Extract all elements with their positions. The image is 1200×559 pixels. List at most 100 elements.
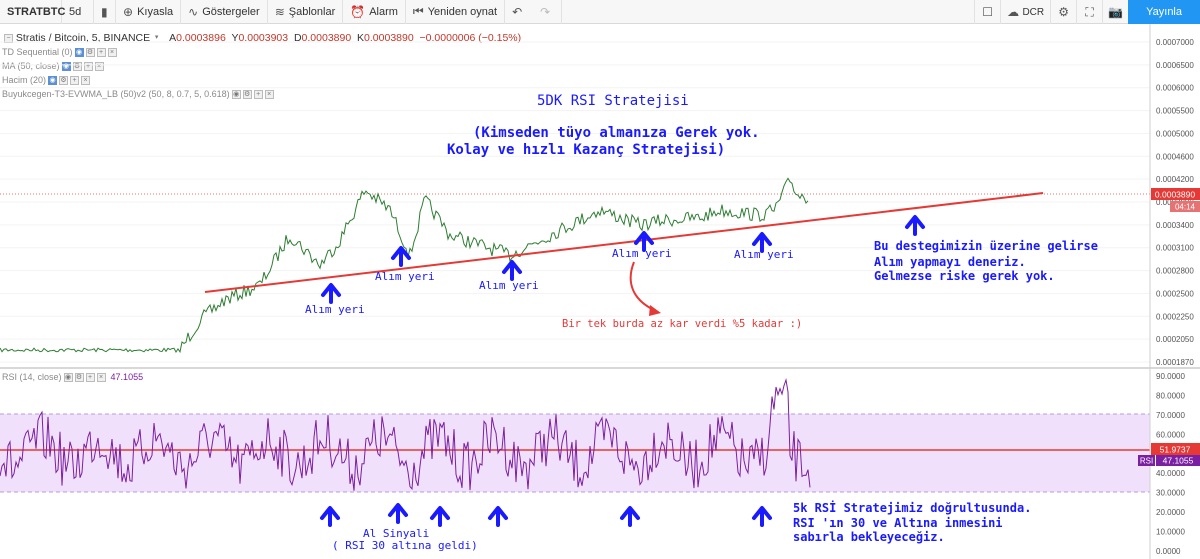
price-tick-label: 0.0002250 [1156, 312, 1194, 321]
undo-button[interactable]: ↶ [505, 0, 533, 24]
indicator-wave-icon: ∿ [188, 4, 199, 19]
up-arrow-icon[interactable] [391, 246, 411, 267]
remove-icon[interactable]: × [94, 61, 104, 71]
last-price-badge [1151, 188, 1200, 200]
right-note-3[interactable]: Gelmezse riske gerek yok. [874, 269, 1055, 283]
settings-icon[interactable]: ⚙ [74, 372, 84, 382]
settings-icon[interactable]: ⚙ [59, 75, 69, 85]
annotation-title[interactable]: 5DK RSI Stratejisi [537, 93, 689, 109]
eye-icon[interactable]: ◉ [61, 61, 71, 71]
annotation-subtitle-1[interactable]: (Kimseden tüyo almanıza Gerek yok. [473, 125, 760, 141]
currency-label: DCR [1022, 6, 1045, 18]
add-icon[interactable]: + [70, 75, 80, 85]
publish-label: Yayınla [1146, 6, 1182, 18]
settings-icon[interactable]: ⚙ [242, 89, 252, 99]
rsi-legend[interactable]: RSI (14, close) ◉ ⚙ + × 47.1055 [2, 372, 143, 382]
up-arrow-icon[interactable] [430, 506, 450, 527]
redo-button[interactable]: ↷ [533, 0, 563, 24]
up-arrow-icon[interactable] [634, 231, 654, 252]
up-arrow-icon[interactable] [502, 260, 522, 281]
remove-icon[interactable]: × [81, 75, 91, 85]
rsi-tick-label: 40.0000 [1156, 469, 1185, 478]
rsi-axis[interactable]: 90.000080.000070.000060.000050.000040.00… [1138, 372, 1200, 556]
rsi-note-1[interactable]: 5k RSİ Stratejimiz doğrultusunda. [793, 500, 1031, 515]
buy-spot-label-3[interactable]: Alım yeri [479, 279, 539, 292]
settings-icon[interactable]: ⚙ [72, 61, 82, 71]
buy-spot-label-4[interactable]: Alım yeri [612, 247, 672, 260]
buy-spot-label-1[interactable]: Alım yeri [305, 303, 365, 316]
templates-label: Şablonlar [288, 5, 336, 18]
support-trend-line[interactable] [204, 192, 1044, 293]
up-arrows[interactable] [320, 215, 925, 527]
up-arrow-icon[interactable] [752, 232, 772, 253]
signal-label-1[interactable]: Al Sinyali [363, 527, 429, 540]
alarm-label: Alarm [369, 5, 398, 18]
rsi-value-badge [1156, 455, 1200, 466]
square-icon: ☐ [982, 5, 993, 19]
red-curved-arrow[interactable] [629, 261, 657, 312]
rsi-note-2[interactable]: RSI 'ın 30 ve Altına inmesini [793, 516, 1003, 530]
replay-button[interactable]: ⏮ Yeniden oynat [406, 0, 506, 24]
indicators-button[interactable]: ∿ Göstergeler [181, 0, 268, 24]
rsi-pane[interactable] [0, 378, 1150, 493]
price-tick-label: 0.0005000 [1156, 129, 1194, 138]
up-arrow-icon[interactable] [752, 506, 772, 527]
price-grid [0, 41, 1150, 363]
cloud-layout-button[interactable]: ☁ DCR [1000, 0, 1050, 24]
settings-button[interactable]: ⚙ [1050, 0, 1076, 24]
right-note-2[interactable]: Alım yapmayı deneriz. [874, 255, 1026, 269]
remove-icon[interactable]: × [107, 47, 117, 57]
remove-icon[interactable]: × [264, 89, 274, 99]
rsi-note-3[interactable]: sabırla bekleyeceğiz. [793, 530, 945, 544]
buy-spot-label-5[interactable]: Alım yeri [734, 248, 794, 261]
indicator-legend-volume[interactable]: Hacim (20) ◉ ⚙ + × [2, 75, 91, 85]
right-note-1[interactable]: Bu destegimizin üzerine gelirse [874, 239, 1098, 253]
indicator-legend-t3[interactable]: Buyukcegen-T3-EVWMA_LB (50)v2 (50, 8, 0.… [2, 89, 274, 99]
red-note[interactable]: Bir tek burda az kar verdi %5 kadar :) [562, 318, 802, 330]
eye-icon[interactable]: ◉ [231, 89, 241, 99]
rsi-tick-label: 70.0000 [1156, 411, 1185, 420]
settings-icon[interactable]: ⚙ [85, 47, 95, 57]
buy-spot-label-2[interactable]: Alım yeri [375, 270, 435, 283]
up-arrow-icon[interactable] [321, 283, 341, 304]
add-icon[interactable]: + [85, 372, 95, 382]
annotation-subtitle-2[interactable]: Kolay ve hızlı Kazanç Stratejisi) [447, 142, 725, 158]
compare-button[interactable]: ⊕ Kıyasla [116, 0, 182, 24]
price-tick-label: 0.0003100 [1156, 244, 1194, 253]
price-tick-label: 0.0006000 [1156, 84, 1194, 93]
publish-button[interactable]: Yayınla [1128, 0, 1200, 24]
up-arrow-icon[interactable] [388, 503, 408, 524]
ohlc-values: A0.0003896 Y0.0003903 D0.0003890 K0.0003… [169, 32, 522, 44]
eye-icon[interactable]: ◉ [48, 75, 58, 85]
dropdown-icon[interactable]: ▾ [154, 33, 159, 41]
interval-label: 5d [69, 5, 82, 18]
add-icon[interactable]: + [83, 61, 93, 71]
annotations[interactable]: 5DK RSI Stratejisi (Kimseden tüyo almanı… [305, 93, 1098, 552]
price-series [0, 177, 809, 354]
interval-button[interactable]: 5d [62, 0, 94, 24]
alarm-button[interactable]: ⏰ Alarm [343, 0, 406, 24]
signal-label-2[interactable]: ( RSI 30 altına geldi) [332, 539, 478, 552]
fullscreen-button[interactable]: ⛶ [1076, 0, 1102, 24]
snapshot-button[interactable]: 📷 [1102, 0, 1128, 24]
bar-style-button[interactable]: ▮ [94, 0, 116, 24]
remove-icon[interactable]: × [96, 372, 106, 382]
indicator-legend-ma[interactable]: MA (50, close) ◉ ⚙ + × [2, 61, 104, 71]
up-arrow-icon[interactable] [320, 506, 340, 527]
top-toolbar: STRATBTC 5d ▮ ⊕ Kıyasla ∿ Göstergeler ≋ Şab… [0, 0, 1200, 24]
eye-icon[interactable]: ◉ [63, 372, 73, 382]
up-arrow-icon[interactable] [620, 506, 640, 527]
add-icon[interactable]: + [96, 47, 106, 57]
indicator-legend-td[interactable]: TD Sequential (0) ◉ ⚙ + × [2, 47, 117, 57]
price-pane[interactable] [0, 41, 1150, 363]
up-arrow-icon[interactable] [488, 506, 508, 527]
layout-button[interactable]: ☐ [974, 0, 1000, 24]
add-icon[interactable]: + [253, 89, 263, 99]
eye-icon[interactable]: ◉ [74, 47, 84, 57]
templates-button[interactable]: ≋ Şablonlar [268, 0, 344, 24]
symbol-search-button[interactable]: STRATBTC [0, 0, 65, 24]
price-axis[interactable]: 0.0007000 0.0006500 0.0006000 0.0005500 0.00… [1149, 24, 1200, 559]
candle-style-icon: ▮ [101, 4, 108, 19]
up-arrow-icon[interactable] [905, 215, 925, 236]
